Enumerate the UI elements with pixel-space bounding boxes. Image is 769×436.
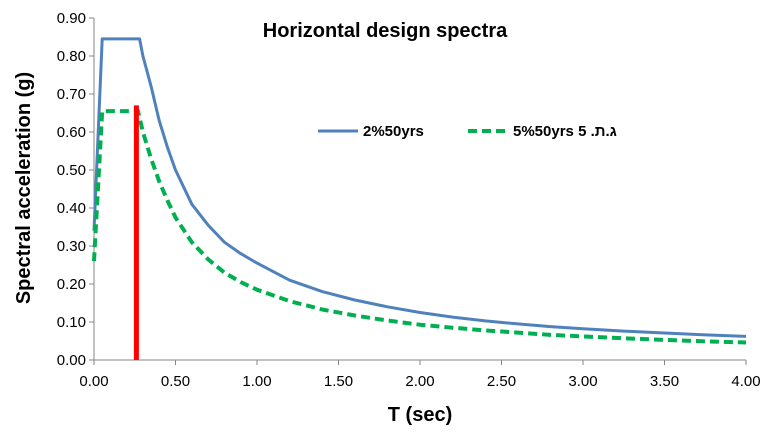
y-tick-label: 0.40	[57, 200, 86, 217]
y-tick-label: 0.70	[57, 86, 86, 103]
x-tick-label: 2.00	[405, 373, 434, 390]
y-tick-label: 0.30	[57, 238, 86, 255]
x-tick-labels: 0.00 0.50 1.00 1.50 2.00 2.50 3.00 3.50 4.00	[79, 360, 761, 390]
x-tick-label: 4.00	[731, 373, 760, 390]
legend-label-2pct50yrs: 2%50yrs	[363, 123, 424, 140]
y-tick-label: 0.00	[57, 352, 86, 369]
legend-label-5pct50yrs: 5%50yrs ג.ת. 5	[513, 123, 617, 140]
series-2pct50yrs-line	[92, 37, 747, 338]
y-tick-label: 0.80	[57, 48, 86, 65]
y-tick-label: 0.20	[57, 276, 86, 293]
y-tick-label: 0.10	[57, 314, 86, 331]
x-tick-label: 0.50	[161, 373, 190, 390]
axes	[93, 18, 746, 361]
x-axis-title: T (sec)	[388, 404, 452, 426]
x-tick-label: 1.00	[242, 373, 271, 390]
series-5pct50yrs-line	[92, 109, 747, 345]
x-tick-label: 3.00	[568, 373, 597, 390]
legend: 2%50yrs 5%50yrs ג.ת. 5	[318, 123, 617, 140]
y-tick-label: 0.60	[57, 124, 86, 141]
x-tick-label: 2.50	[487, 373, 516, 390]
y-tick-labels: 0.00 0.10 0.20 0.30 0.40 0.50 0.60 0.70 0.80 0.90	[57, 10, 94, 369]
y-axis-title: Spectral acceleration (g)	[13, 72, 35, 304]
y-tick-label: 0.50	[57, 162, 86, 179]
series-lines	[92, 37, 747, 360]
x-tick-label: 0.00	[79, 373, 108, 390]
y-tick-label: 0.90	[57, 10, 86, 27]
x-tick-label: 3.50	[650, 373, 679, 390]
x-tick-label: 1.50	[324, 373, 353, 390]
chart-title: Horizontal design spectra	[263, 20, 508, 42]
